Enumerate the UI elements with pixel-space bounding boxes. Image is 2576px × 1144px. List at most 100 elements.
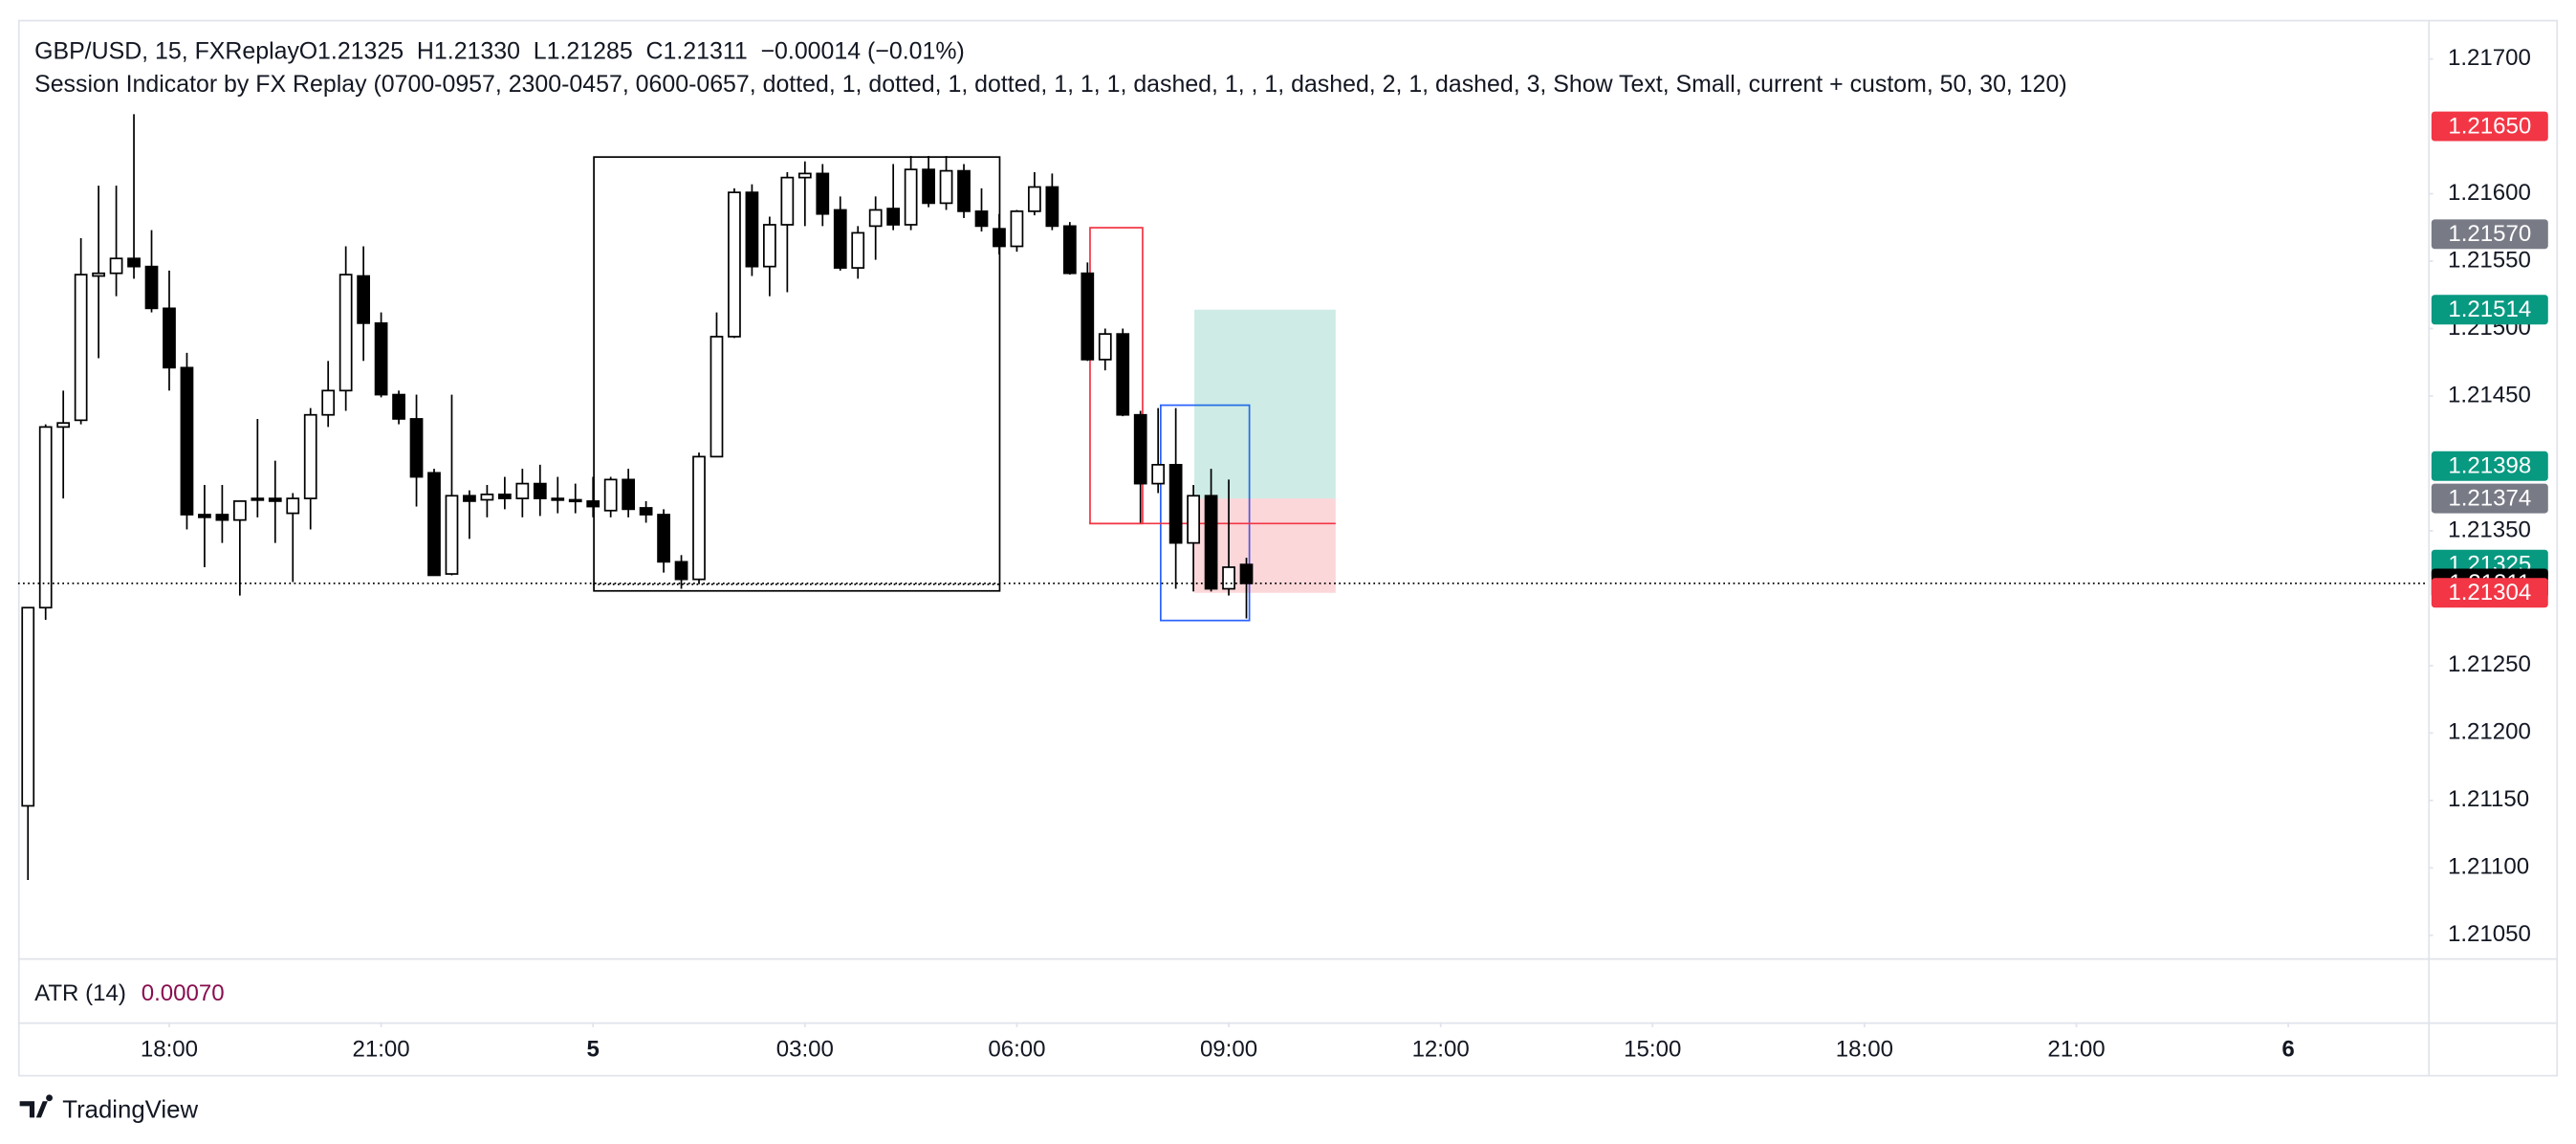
candle-body xyxy=(1028,186,1041,212)
brand: TradingView xyxy=(62,1096,198,1123)
candle-body xyxy=(1133,413,1147,485)
candle-body xyxy=(515,482,530,499)
candle-body xyxy=(1151,464,1166,485)
candle-body xyxy=(974,210,989,228)
indicator-legend: Session Indicator by FX Replay (0700-095… xyxy=(34,71,2067,98)
candle-body xyxy=(1204,495,1218,590)
price-badge xyxy=(2431,219,2548,250)
symbol: GBP/USD, 15, FXReplay xyxy=(34,38,299,65)
y-tick-label: 1.21550 xyxy=(2448,247,2531,273)
candle-body xyxy=(268,497,282,502)
x-tick-label: 21:00 xyxy=(2047,1036,2105,1062)
candle-body xyxy=(551,497,565,501)
y-tick-label: 1.21350 xyxy=(2448,517,2531,542)
candle-body xyxy=(180,366,194,516)
candle-body xyxy=(993,228,1006,248)
candle-body xyxy=(586,500,600,508)
candle-body xyxy=(816,172,830,215)
position-loss-zone xyxy=(1194,498,1336,593)
candle-body xyxy=(639,507,653,516)
candle-body xyxy=(1222,566,1235,590)
candle-body xyxy=(957,169,971,212)
candle-body xyxy=(1062,225,1077,275)
candle-body xyxy=(1098,333,1112,361)
x-tick-label: 5 xyxy=(587,1036,600,1062)
candle-body xyxy=(1239,563,1254,584)
candle-body xyxy=(904,168,918,226)
candle-body xyxy=(92,272,105,277)
candle-body xyxy=(427,472,441,577)
candle-body xyxy=(56,422,71,429)
candle-body xyxy=(21,606,35,807)
candle-body xyxy=(251,497,265,501)
candle-body xyxy=(622,478,636,511)
price-badge-label: 1.21514 xyxy=(2448,297,2531,322)
position-profit-zone xyxy=(1194,309,1336,499)
candle-body xyxy=(357,275,370,324)
price-badge xyxy=(2431,578,2548,608)
candle-body xyxy=(1045,186,1059,228)
price-badge xyxy=(2431,111,2548,142)
candle-body xyxy=(674,561,688,581)
pane-borders xyxy=(17,19,2559,1077)
candle-body xyxy=(38,426,53,609)
session-box-blue xyxy=(1159,404,1251,622)
x-tick-label: 09:00 xyxy=(1200,1036,1257,1062)
candle-body xyxy=(74,274,88,422)
ohlc-legend: O1.21325 H1.21330 L1.21285 C1.21311 −0.0… xyxy=(299,38,965,65)
candle-body xyxy=(497,494,512,499)
candle-body xyxy=(886,208,901,226)
candle-body xyxy=(603,478,618,512)
price-badge-label: 1.21650 xyxy=(2448,113,2531,139)
y-tick-label: 1.21700 xyxy=(2448,45,2531,71)
candle-body xyxy=(1187,495,1200,544)
candle-body xyxy=(374,322,388,396)
candle-body xyxy=(763,224,776,268)
candle-body xyxy=(780,176,795,226)
y-tick-label: 1.21450 xyxy=(2448,382,2531,407)
price-badge xyxy=(2431,295,2548,325)
candle-body xyxy=(709,336,724,458)
x-tick-label: 03:00 xyxy=(776,1036,834,1062)
candle-body xyxy=(868,209,883,228)
x-tick-label: 21:00 xyxy=(353,1036,410,1062)
candle-body xyxy=(1081,272,1095,361)
x-tick-label: 6 xyxy=(2281,1036,2294,1062)
candle-body xyxy=(392,393,405,420)
candle-body xyxy=(1168,464,1183,544)
candle-body xyxy=(745,191,759,268)
candle-body xyxy=(303,413,317,499)
y-tick-label: 1.21100 xyxy=(2448,854,2529,880)
candle-body xyxy=(692,455,706,581)
session-box xyxy=(593,156,1001,592)
candle-body xyxy=(1010,210,1024,248)
candle-body xyxy=(163,307,176,369)
brand-logo: TradingView xyxy=(19,1094,198,1123)
candle-body xyxy=(127,257,141,268)
candle-body xyxy=(215,514,229,521)
candle-body xyxy=(232,500,247,521)
price-badge xyxy=(2431,451,2548,481)
candle-body xyxy=(338,274,353,392)
candle-body xyxy=(797,172,812,179)
x-tick-label: 18:00 xyxy=(141,1036,198,1062)
x-tick-label: 18:00 xyxy=(1836,1036,1893,1062)
atr-name: ATR (14) xyxy=(34,980,126,1006)
atr-value: 0.00070 xyxy=(142,980,225,1006)
candle-body xyxy=(445,495,459,575)
candle-body xyxy=(851,231,865,269)
candle-body xyxy=(922,168,935,205)
candle-body xyxy=(939,169,953,205)
price-badge-label: 1.21374 xyxy=(2448,485,2531,511)
y-tick-label: 1.21050 xyxy=(2448,921,2531,947)
candle-body xyxy=(728,191,741,338)
candle-body xyxy=(1116,333,1130,416)
x-tick-label: 15:00 xyxy=(1624,1036,1681,1062)
candle-body xyxy=(463,495,476,502)
candle-body xyxy=(533,482,547,499)
y-tick-label: 1.21200 xyxy=(2448,719,2531,745)
candle-body xyxy=(286,497,300,515)
candle-body xyxy=(109,257,123,275)
y-tick-label: 1.21150 xyxy=(2448,786,2529,812)
